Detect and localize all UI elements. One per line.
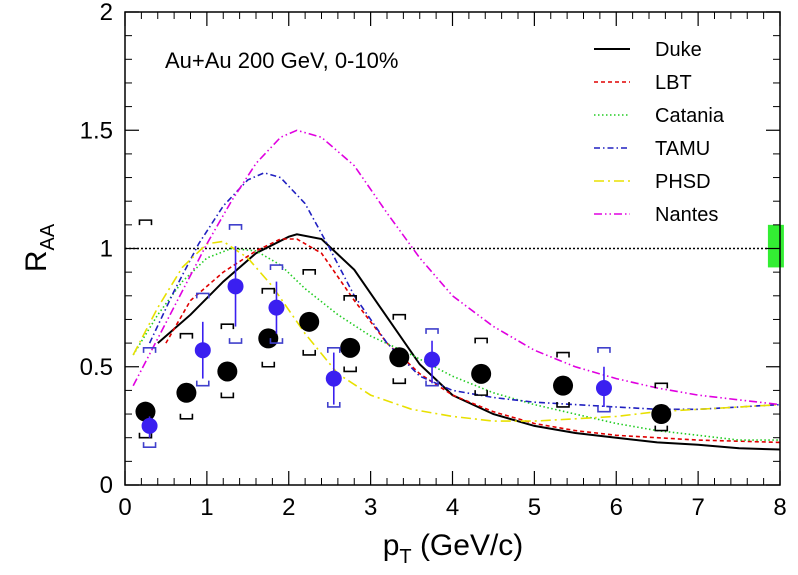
black-data-point	[340, 337, 361, 358]
blue-sys-bracket-3-high	[269, 264, 284, 271]
black-sys-bracket-7-low	[474, 390, 488, 396]
y-tick-label: 1.5	[80, 117, 113, 144]
black-sys-bracket-4-low	[302, 349, 317, 356]
model-curves	[132, 129, 781, 451]
black-data-point	[217, 361, 238, 382]
black-sys-bracket-1-high	[179, 332, 194, 339]
blue-data-point	[227, 278, 244, 295]
blue-data-point	[325, 370, 342, 387]
black-sys-bracket-3-low	[261, 361, 276, 368]
y-tick-label: 0.5	[80, 354, 113, 381]
black-sys-bracket-2-high	[220, 323, 235, 330]
x-tick-label: 8	[773, 494, 786, 521]
black-sys-bracket-5-low	[343, 366, 357, 373]
black-sys-bracket-3-high	[261, 287, 276, 294]
blue-data-point	[424, 351, 441, 368]
black-data-point	[389, 347, 410, 368]
y-axis-title: RAA	[20, 223, 59, 272]
curve-nantes	[132, 129, 781, 406]
x-tick-label: 6	[610, 494, 623, 521]
blue-sys-bracket-4-high	[326, 347, 341, 353]
black-sys-bracket-6-low	[392, 378, 407, 385]
black-data-point	[471, 363, 492, 384]
data-points	[135, 219, 784, 448]
blue-sys-bracket-4-low	[326, 401, 341, 408]
black-sys-bracket-8-high	[556, 351, 570, 358]
black-sys-bracket-0-high	[138, 219, 153, 226]
curve-lbt	[165, 238, 781, 444]
blue-data-point	[194, 342, 211, 359]
black-sys-bracket-5-high	[343, 295, 357, 301]
legend-label-catania: Catania	[655, 105, 725, 127]
black-sys-bracket-2-low	[220, 392, 235, 399]
x-tick-label: 4	[446, 494, 459, 521]
black-sys-bracket-4-high	[302, 268, 317, 275]
blue-data-point	[268, 299, 285, 316]
blue-sys-bracket-2-high	[228, 224, 243, 230]
legend-label-phsd: PHSD	[655, 171, 711, 193]
blue-sys-bracket-5-low	[425, 380, 439, 387]
black-sys-bracket-9-low	[654, 425, 669, 432]
legend-label-lbt: LBT	[655, 72, 692, 94]
axes: 0 1 2 3 4 5 6 7 8 0 0.5 1 1.5 2 pT (GeV/c) RAA	[20, 0, 787, 568]
curve-catania	[132, 247, 780, 441]
blue-sys-bracket-1-low	[195, 380, 210, 387]
legend-label-nantes: Nantes	[655, 204, 718, 226]
black-sys-bracket-8-low	[556, 401, 570, 408]
x-tick-label: 5	[528, 494, 541, 521]
black-data-point	[299, 311, 320, 332]
blue-sys-bracket-3-low	[269, 338, 284, 344]
black-data-point	[651, 404, 672, 425]
black-data-point	[258, 328, 279, 349]
black-sys-bracket-6-high	[392, 313, 407, 320]
curve-phsd	[132, 240, 781, 422]
black-data-point	[135, 401, 156, 422]
blue-sys-bracket-2-low	[228, 338, 243, 344]
blue-sys-bracket-0-high	[142, 347, 157, 353]
x-tick-label: 3	[364, 494, 377, 521]
x-tick-label: 2	[282, 494, 295, 521]
blue-data-point	[595, 380, 612, 397]
system-annotation: Au+Au 200 GeV, 0-10%	[165, 48, 398, 73]
y-tick-label: 2	[100, 0, 113, 26]
curve-tamu	[148, 171, 781, 411]
normalization-uncertainty-box	[767, 224, 784, 268]
y-tick-label: 0	[100, 472, 113, 499]
x-tick-label: 7	[691, 494, 704, 521]
blue-sys-bracket-6-high	[597, 347, 611, 353]
black-data-point	[553, 375, 574, 396]
blue-data-point	[141, 417, 158, 434]
legend-label-duke: Duke	[655, 39, 702, 61]
blue-sys-bracket-0-low	[142, 442, 157, 448]
black-sys-bracket-1-low	[179, 413, 194, 420]
legend-label-tamu: TAMU	[655, 138, 710, 160]
blue-sys-bracket-1-high	[195, 292, 210, 299]
black-data-point	[176, 382, 197, 403]
x-axis-title: pT (GeV/c)	[383, 529, 524, 568]
x-tick-label: 0	[118, 494, 131, 521]
y-tick-label: 1	[100, 236, 113, 263]
blue-sys-bracket-6-low	[597, 406, 611, 413]
x-tick-label: 1	[200, 494, 213, 521]
black-sys-bracket-9-high	[654, 382, 669, 389]
black-sys-bracket-0-low	[138, 432, 153, 439]
blue-sys-bracket-5-high	[425, 328, 439, 334]
legend: Duke LBT Catania TAMU PHSD Nantes	[594, 39, 725, 226]
black-sys-bracket-7-high	[474, 337, 488, 344]
curve-duke	[157, 233, 781, 451]
